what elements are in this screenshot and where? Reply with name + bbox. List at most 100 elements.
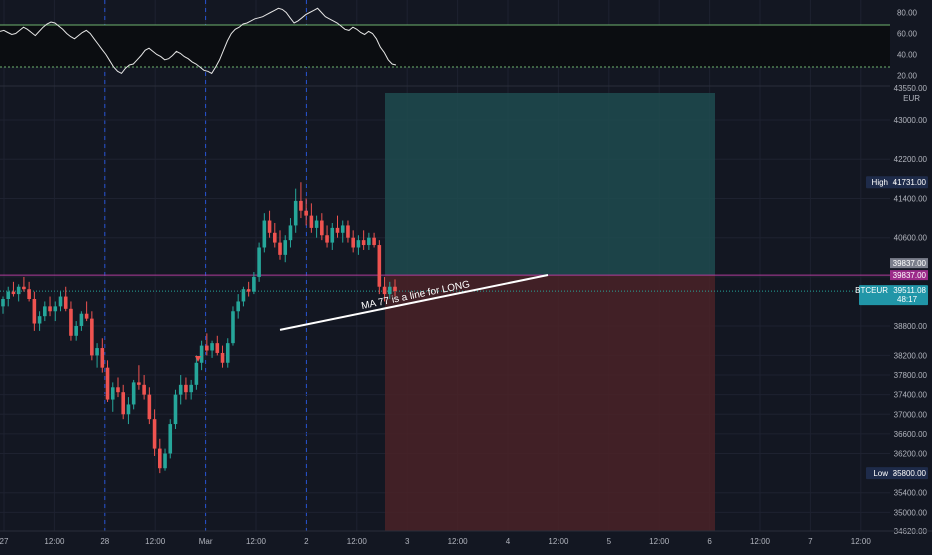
- time-tick-label: 12:00: [347, 537, 368, 546]
- candle-body: [189, 384, 193, 393]
- candle-body: [314, 220, 319, 228]
- rsi-line: [0, 7, 397, 75]
- candle-body: [272, 232, 277, 243]
- candle-body: [283, 240, 288, 255]
- candle-body: [304, 210, 308, 216]
- candle-body: [346, 225, 350, 238]
- price-tick-label: 38800.00: [894, 322, 928, 331]
- rsi-band-fill: [0, 25, 890, 67]
- candle-body: [173, 394, 178, 425]
- entry-upper-tag: 39837.00: [890, 258, 928, 269]
- candle-body: [335, 227, 340, 233]
- candle-body: [152, 419, 157, 449]
- candle-body: [325, 235, 329, 243]
- candle-body: [309, 215, 314, 228]
- candle-body: [37, 316, 42, 324]
- entry-upper-tag-bg: [890, 258, 928, 269]
- time-tick-label: 12:00: [44, 537, 65, 546]
- long-position-tool[interactable]: [385, 93, 715, 531]
- candle-body: [11, 291, 16, 295]
- time-tick-label: 28: [100, 537, 109, 546]
- candle-body: [53, 306, 58, 312]
- candle-body: [205, 345, 209, 351]
- target-zone[interactable]: [385, 93, 715, 276]
- rsi-axis: 80.00 60.00 40.00 20.00: [897, 9, 918, 81]
- candle-body: [194, 362, 199, 385]
- candle-body: [22, 286, 26, 290]
- candle-body: [225, 343, 230, 363]
- last-price-tag: BTCEUR 39511.08 48:17: [855, 285, 928, 306]
- stop-zone[interactable]: [385, 275, 715, 531]
- candle-body: [116, 387, 120, 393]
- candle-body: [257, 247, 261, 277]
- high-tag-value: 41731.00: [893, 178, 927, 187]
- candle-body: [330, 227, 335, 243]
- candle-body: [58, 296, 63, 307]
- time-tick-label: 4: [506, 537, 511, 546]
- price-tick-label: 42200.00: [894, 155, 928, 164]
- candle-body: [351, 237, 355, 248]
- candle-body: [288, 225, 293, 241]
- candle-body: [356, 240, 361, 248]
- price-axis-top-partial: 43550.00: [894, 84, 928, 93]
- candle-body: [74, 325, 78, 336]
- candle-body: [382, 286, 387, 295]
- low-tag-label: Low: [873, 469, 888, 478]
- high-tag-bg: [866, 176, 928, 189]
- candle-body: [387, 286, 392, 295]
- price-tick-label: 36600.00: [894, 430, 928, 439]
- time-tick-label: 12:00: [548, 537, 569, 546]
- time-tick-label: 7: [808, 537, 813, 546]
- trendline[interactable]: [279, 273, 549, 331]
- candle-body: [246, 289, 251, 292]
- time-tick-label: 12:00: [145, 537, 166, 546]
- candle-body: [210, 343, 214, 351]
- candle-body: [131, 382, 136, 405]
- low-tag-dash: -: [893, 469, 896, 478]
- signal-marker: [195, 356, 201, 362]
- candle-body: [241, 289, 246, 302]
- candle-body: [79, 313, 84, 326]
- rsi-pane: 80.00 60.00 40.00 20.00: [0, 7, 918, 87]
- rsi-tick-label: 60.00: [897, 30, 918, 39]
- time-tick-label: Mar: [199, 537, 213, 546]
- candle-body: [163, 453, 167, 469]
- time-tick-label: 12:00: [851, 537, 872, 546]
- entry-tag: 39837.00: [890, 270, 928, 281]
- time-tick-label: 6: [707, 537, 712, 546]
- candle-body: [142, 384, 146, 395]
- time-tick-label: 2: [304, 537, 309, 546]
- high-tag: High 41731.00 -: [866, 176, 928, 189]
- candle-body: [220, 352, 225, 363]
- entry-tag-bg: [890, 270, 928, 281]
- candle-body: [252, 276, 256, 292]
- candle-body: [168, 424, 173, 454]
- candle-body: [393, 286, 397, 292]
- candle-body: [84, 313, 89, 319]
- candle-body: [367, 237, 371, 246]
- last-price-tag-bg: [859, 285, 928, 306]
- last-price-symbol: BTCEUR: [855, 286, 888, 295]
- candle-body: [215, 343, 220, 353]
- candle-body: [299, 200, 303, 211]
- time-axis[interactable]: 27 12:00 28 12:00 Mar 12:00 2 12:00 3 12:00 4 12:00…: [0, 537, 871, 546]
- candle-body: [137, 382, 141, 385]
- candle-body: [293, 200, 298, 226]
- candle-body: [361, 240, 366, 246]
- price-tick-label: 37800.00: [894, 371, 928, 380]
- candle-body: [27, 289, 31, 300]
- candle-body: [16, 286, 21, 295]
- rsi-tick-label: 40.00: [897, 51, 918, 60]
- candle-body: [126, 404, 131, 415]
- price-tick-label: 36200.00: [894, 450, 928, 459]
- candle-body: [199, 345, 204, 363]
- candle-body: [110, 387, 115, 400]
- candle-body: [6, 291, 11, 300]
- price-axis-unit: EUR: [903, 94, 920, 103]
- candle-body: [267, 220, 272, 233]
- candle-body: [121, 392, 126, 415]
- candle-body: [69, 308, 73, 336]
- time-tick-label: 5: [607, 537, 612, 546]
